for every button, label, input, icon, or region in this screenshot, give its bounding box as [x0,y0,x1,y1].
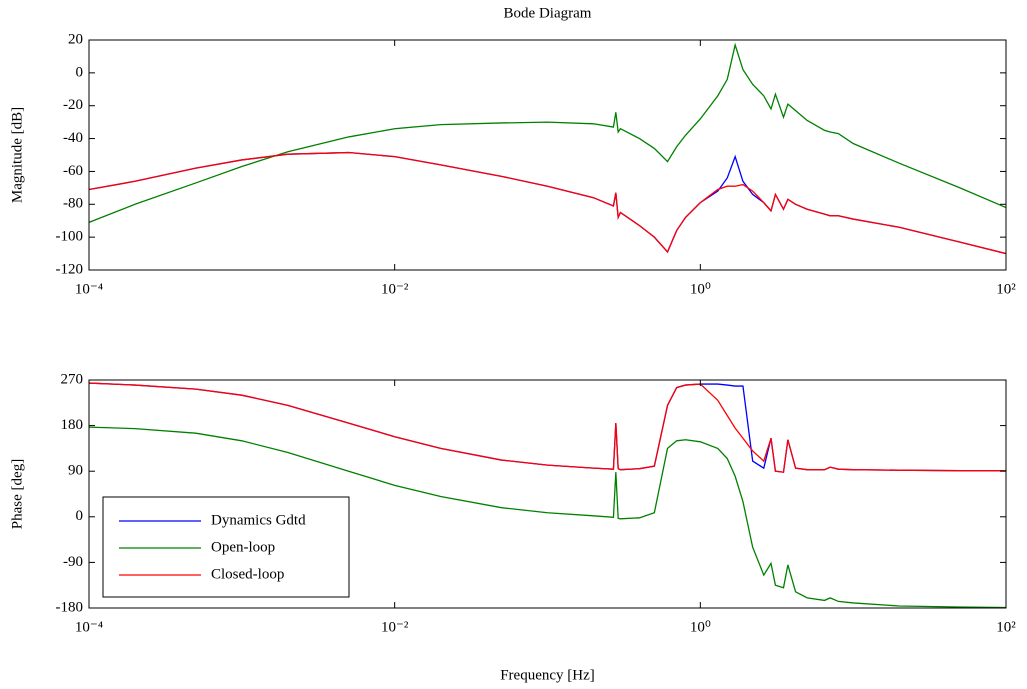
y-axis-label: Phase [deg] [9,459,25,529]
chart-title: Bode Diagram [504,5,592,21]
x-axis-label: Frequency [Hz] [500,667,595,683]
series-line [89,151,1006,255]
y-tick-label: -180 [56,599,84,615]
series-line [89,42,1006,223]
y-tick-label: -120 [56,261,84,277]
series-line [89,426,1006,608]
y-tick-label: -20 [63,97,83,113]
legend-label: Open-loop [211,539,275,555]
y-tick-label: -100 [56,229,84,245]
y-tick-label: -40 [63,130,83,146]
y-axis-label: Magnitude [dB] [9,107,25,203]
y-tick-label: 90 [68,463,83,479]
series-line [89,382,1006,473]
y-tick-label: 0 [76,508,84,524]
plot-frame [88,39,1007,271]
y-tick-label: -90 [63,554,83,570]
series-line [89,151,1006,255]
x-tick-label: 10⁰ [690,619,711,635]
legend-label: Closed-loop [211,566,284,582]
x-tick-label: 10² [996,619,1016,635]
x-tick-label: 10⁻² [381,281,409,297]
legend-label: Dynamics Gdtd [211,512,306,528]
series-line [89,382,1006,473]
x-tick-label: 10² [996,281,1016,297]
y-tick-label: 0 [76,64,84,80]
x-tick-label: 10⁻² [381,619,409,635]
x-tick-label: 10⁻⁴ [75,619,103,635]
y-tick-label: 270 [61,371,84,387]
y-tick-label: 20 [68,31,83,47]
plot-frame [88,379,1007,609]
legend-box [102,496,350,598]
y-tick-label: -80 [63,196,83,212]
x-tick-label: 10⁻⁴ [75,281,103,297]
y-tick-label: -60 [63,163,83,179]
x-tick-label: 10⁰ [690,281,711,297]
y-tick-label: 180 [61,417,84,433]
